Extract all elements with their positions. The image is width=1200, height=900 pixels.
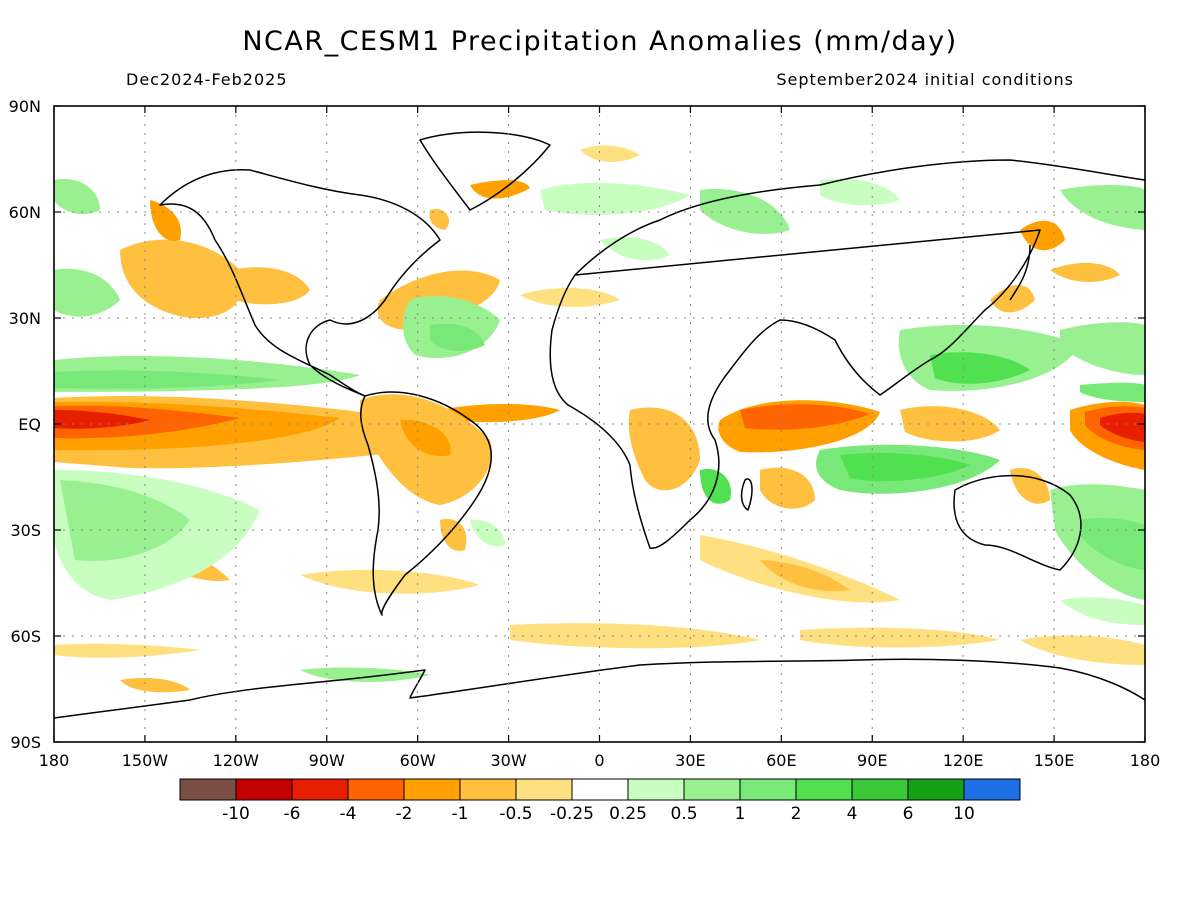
legend-swatch [739,778,797,801]
lon-label: 90W [309,751,345,770]
lat-label: 30N [9,309,41,328]
legend-swatch [683,778,741,801]
lon-label: 30E [675,751,705,770]
legend-swatch [907,778,965,801]
legend-label: 4 [847,804,858,824]
legend-label: 1 [735,804,746,824]
legend-swatch [291,778,349,801]
lat-label: 90N [9,97,41,116]
legend-swatch [235,778,293,801]
lat-label: EQ [18,415,41,434]
lon-label: 90E [857,751,887,770]
lat-label: 30S [10,521,41,540]
lat-label: 60N [9,203,41,222]
legend-swatch [851,778,909,801]
legend-swatch [515,778,573,801]
latitude-labels: 90N 60N 30N EQ 30S 60S 90S [9,97,41,752]
lon-label: 150W [122,751,169,770]
legend-label: 0.25 [609,804,647,824]
legend-label: 0.5 [670,804,697,824]
axis-ticks [53,105,1146,743]
legend-label: 2 [791,804,802,824]
lon-label: 60W [400,751,436,770]
coastlines [54,131,1145,719]
legend-label: -0.5 [499,804,532,824]
lat-label: 90S [10,733,41,752]
color-legend: -10 -6 -4 -2 -1 -0.5 -0.25 0.25 0.5 1 2 4 6 10 [179,778,1021,824]
legend-label: -6 [284,804,301,824]
legend-swatch [571,778,629,801]
lon-label: 30W [490,751,526,770]
initial-conditions: September2024 initial conditions [776,70,1074,89]
anomaly-shading [54,145,1145,693]
lon-label: 0 [594,751,604,770]
longitude-labels: 180 150W 120W 90W 60W 30W 0 30E 60E 90E 120E 150E 18… [39,751,1161,770]
lon-label: 120E [943,751,984,770]
legend-label: 10 [953,804,975,824]
legend-swatch [403,778,461,801]
legend-swatch [795,778,853,801]
legend-swatch [459,778,517,801]
legend-label: -10 [222,804,250,824]
lon-label: 120W [213,751,260,770]
map-title: NCAR_CESM1 Precipitation Anomalies (mm/d… [242,26,958,57]
lat-label: 60S [10,627,41,646]
legend-label: 6 [903,804,914,824]
legend-swatch [347,778,405,801]
legend-swatch [627,778,685,801]
lon-label: 180 [39,751,70,770]
legend-label: -2 [396,804,413,824]
legend-label: -4 [340,804,357,824]
legend-label: -1 [452,804,469,824]
legend-swatch [179,778,237,801]
forecast-period: Dec2024-Feb2025 [126,70,288,89]
legend-label: -0.25 [550,804,594,824]
lon-label: 180 [1130,751,1161,770]
lon-label: 150E [1034,751,1075,770]
graticule [54,106,1145,742]
lon-label: 60E [766,751,796,770]
legend-swatch [963,778,1021,801]
